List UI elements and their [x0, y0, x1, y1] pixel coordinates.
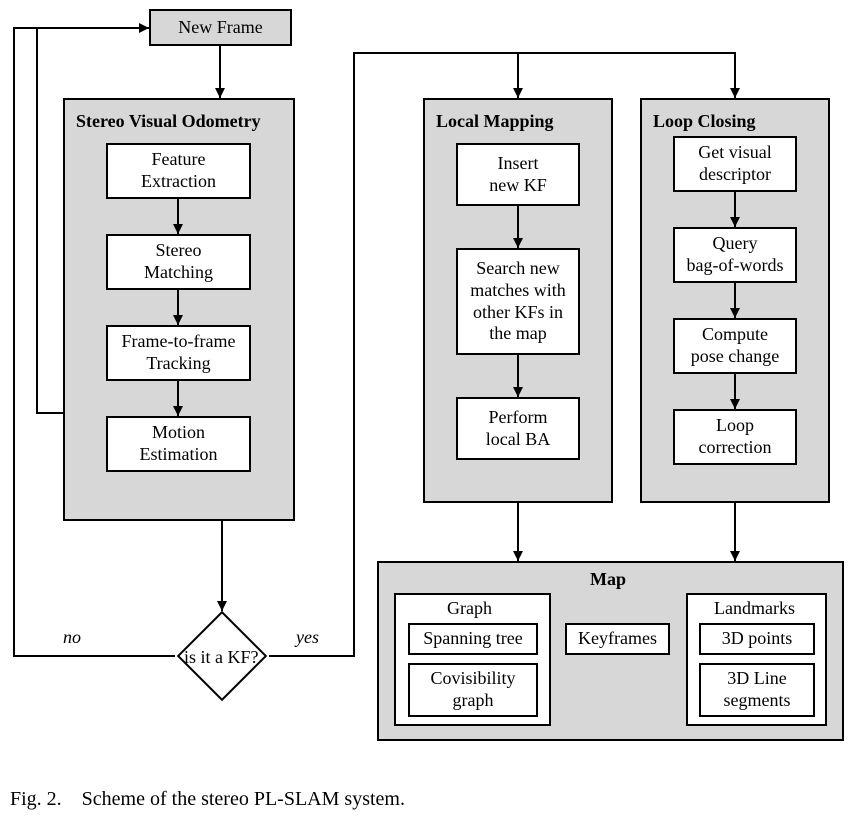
label-is-kf-text: is it a KF?	[184, 647, 259, 667]
label-no-text: no	[63, 627, 81, 647]
title-landmarks: Landmarks	[714, 598, 795, 619]
node-keyframes: Keyframes	[565, 623, 670, 655]
node-spanning-tree: Spanning tree	[408, 623, 538, 655]
node-search-matches: Search new matches with other KFs in the…	[456, 248, 580, 355]
label-f2f-tracking: Frame-to-frame Tracking	[122, 331, 236, 374]
node-f2f-tracking: Frame-to-frame Tracking	[106, 325, 251, 381]
node-new-frame: New Frame	[149, 9, 292, 46]
node-query-bow: Query bag-of-words	[673, 227, 797, 283]
node-loop-correction: Loop correction	[673, 409, 797, 465]
node-motion-estimation: Motion Estimation	[106, 416, 251, 472]
title-loop-closing: Loop Closing	[653, 111, 756, 132]
label-3d-lines: 3D Line segments	[724, 668, 791, 711]
node-feature-extraction: Feature Extraction	[106, 143, 251, 199]
label-spanning-tree: Spanning tree	[423, 628, 522, 650]
label-yes-text: yes	[296, 627, 319, 647]
label-perform-ba: Perform local BA	[486, 407, 551, 450]
title-local-mapping: Local Mapping	[436, 111, 554, 132]
node-stereo-matching: Stereo Matching	[106, 234, 251, 290]
label-no: no	[63, 627, 81, 648]
label-yes: yes	[296, 627, 319, 648]
title-local-mapping-text: Local Mapping	[436, 111, 554, 131]
label-keyframes: Keyframes	[578, 628, 657, 650]
title-landmarks-text: Landmarks	[714, 598, 795, 618]
node-perform-ba: Perform local BA	[456, 397, 580, 460]
label-insert-kf: Insert new KF	[489, 153, 547, 196]
title-graph: Graph	[447, 598, 492, 619]
title-graph-text: Graph	[447, 598, 492, 618]
label-query-bow: Query bag-of-words	[687, 233, 784, 276]
figure-caption: Fig. 2. Scheme of the stereo PL-SLAM sys…	[10, 788, 405, 811]
title-map-text: Map	[590, 569, 626, 589]
title-loop-closing-text: Loop Closing	[653, 111, 756, 131]
node-insert-kf: Insert new KF	[456, 143, 580, 206]
label-loop-correction: Loop correction	[699, 415, 772, 458]
label-new-frame: New Frame	[178, 17, 262, 39]
node-get-descriptor: Get visual descriptor	[673, 136, 797, 192]
node-3d-lines: 3D Line segments	[699, 663, 815, 717]
label-covisibility: Covisibility graph	[430, 668, 515, 711]
label-is-kf: is it a KF?	[184, 647, 259, 668]
label-feature-extraction: Feature Extraction	[141, 149, 216, 192]
figure-caption-text: Fig. 2. Scheme of the stereo PL-SLAM sys…	[10, 788, 405, 810]
label-3d-points: 3D points	[722, 628, 793, 650]
label-search-matches: Search new matches with other KFs in the…	[470, 258, 565, 344]
title-svo: Stereo Visual Odometry	[76, 111, 261, 132]
node-3d-points: 3D points	[699, 623, 815, 655]
label-motion-estimation: Motion Estimation	[140, 422, 218, 465]
label-stereo-matching: Stereo Matching	[144, 240, 213, 283]
node-compute-pose: Compute pose change	[673, 318, 797, 374]
label-get-descriptor: Get visual descriptor	[698, 142, 772, 185]
title-map: Map	[590, 569, 626, 590]
title-svo-text: Stereo Visual Odometry	[76, 111, 261, 131]
node-covisibility: Covisibility graph	[408, 663, 538, 717]
label-compute-pose: Compute pose change	[691, 324, 779, 367]
